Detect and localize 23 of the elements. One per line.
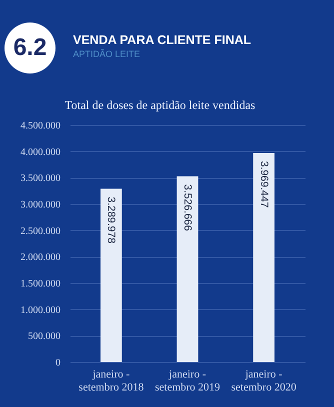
y-tick-label: 3.000.000 <box>20 200 60 210</box>
text: Total de doses de aptidão leite vendidas <box>64 98 256 112</box>
y-tick-label: 1.500.000 <box>20 278 60 290</box>
bar <box>100 188 122 362</box>
x-tick-label: janeiro - setembro 2019 <box>154 368 221 394</box>
text: 6.2 <box>13 34 47 61</box>
bar <box>253 152 274 362</box>
chart-subtitle: APTIDÃO LEITE <box>73 49 140 59</box>
y-tick-label: 0 <box>56 358 60 368</box>
x-tick-label: janeiro - setembro 2020 <box>231 368 297 394</box>
y-tick-label: 4.500.000 <box>20 120 60 132</box>
y-tick-label: 1.000.000 <box>20 304 60 316</box>
y-tick-label: 2.500.000 <box>20 226 60 237</box>
y-tick-label: 2.000.000 <box>20 252 60 264</box>
bar <box>176 176 198 362</box>
y-tick-label: 4.000.000 <box>20 146 60 158</box>
y-tick-label: 500.000 <box>28 331 60 342</box>
data-label: 3.526.666 <box>182 184 194 232</box>
x-tick-label: janeiro - setembro 2018 <box>78 368 144 394</box>
chart-title: VENDA PARA CLIENTE FINAL <box>73 33 252 47</box>
data-label: 3.969.447 <box>258 160 270 208</box>
data-label: 3.289.978 <box>105 196 118 244</box>
y-tick-label: 3.500.000 <box>20 173 60 184</box>
